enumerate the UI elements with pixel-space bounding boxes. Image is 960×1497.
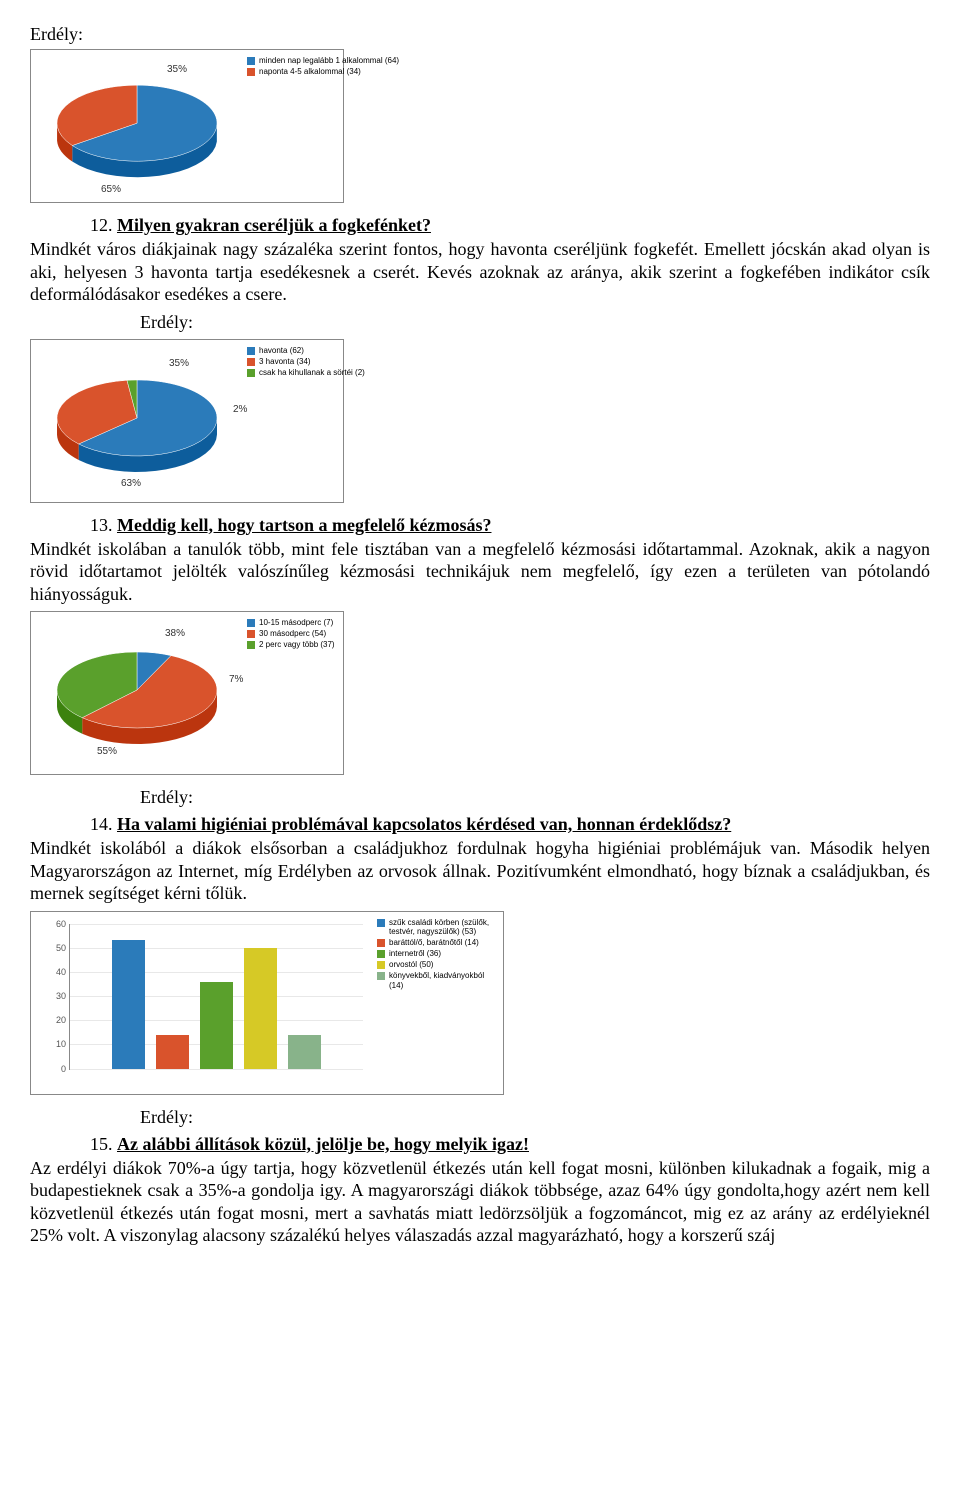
pie-chart-1: 35% 65% (37, 56, 237, 196)
bar (244, 948, 276, 1069)
bar-plot-area: 0102030405060 (69, 924, 363, 1070)
legend-label: könyvekből, kiadványokból (14) (389, 971, 497, 989)
legend-swatch (377, 950, 385, 958)
legend-label: csak ha kihullanak a sörtéi (2) (259, 368, 365, 377)
legend-item: internetről (36) (377, 949, 497, 958)
pie-chart-3: 38%7%55% (37, 618, 237, 768)
legend-item: 30 másodperc (54) (247, 629, 335, 638)
legend-swatch (247, 358, 255, 366)
legend-3: 10-15 másodperc (7) 30 másodperc (54) 2 pe… (247, 618, 335, 652)
legend-swatch (377, 939, 385, 947)
legend-swatch (247, 619, 255, 627)
bar (200, 982, 232, 1069)
chart-q14: 0 10 20 30 40 50 60 szűk családi körben (szülő… (30, 911, 504, 1095)
y-tick-label: 10 (56, 1039, 70, 1049)
legend-swatch (377, 919, 385, 927)
q12-para: Mindkét város diákjainak nagy százaléka … (30, 238, 930, 306)
y-tick-label: 50 (56, 943, 70, 953)
region-label-top: Erdély: (30, 24, 930, 45)
legend-item: szűk családi körben (szülők, testvér, na… (377, 918, 497, 936)
region-label-12: Erdély: (140, 312, 930, 333)
legend-label: szűk családi körben (szülők, testvér, na… (389, 918, 497, 936)
legend-label: havonta (62) (259, 346, 304, 355)
legend-swatch (247, 347, 255, 355)
pie-pct-label: 63% (121, 478, 141, 489)
legend-label: 2 perc vagy több (37) (259, 640, 335, 649)
pie-pct-label: 65% (101, 184, 121, 195)
legend-label: internetről (36) (389, 949, 441, 958)
q14-para: Mindkét iskolából a diákok elsősorban a … (30, 837, 930, 905)
legend-1: minden nap legalább 1 alkalommal (64) nap… (247, 56, 399, 78)
grid-line (70, 924, 363, 925)
legend-label: 3 havonta (34) (259, 357, 311, 366)
bar-chart: 0 10 20 30 40 50 60 (37, 918, 367, 1088)
legend-label: baráttól/ő, barátnőtől (14) (389, 938, 479, 947)
chart-q12: 35%65% minden nap legalább 1 alkalommal … (30, 49, 344, 203)
legend-swatch (247, 369, 255, 377)
legend-2: havonta (62) 3 havonta (34) csak ha kihull… (247, 346, 365, 380)
q14-num: 14. (90, 814, 117, 834)
legend-4: szűk családi körben (szülők, testvér, na… (377, 918, 497, 992)
region-label-13: Erdély: (140, 787, 930, 808)
y-tick-label: 0 (61, 1064, 70, 1074)
legend-label: minden nap legalább 1 alkalommal (64) (259, 56, 399, 65)
legend-item: 2 perc vagy több (37) (247, 640, 335, 649)
q13-title: Meddig kell, hogy tartson a megfelelő ké… (117, 515, 491, 535)
legend-swatch (377, 961, 385, 969)
legend-item: orvostól (50) (377, 960, 497, 969)
legend-item: minden nap legalább 1 alkalommal (64) (247, 56, 399, 65)
q15-para: Az erdélyi diákok 70%-a úgy tartja, hogy… (30, 1157, 930, 1247)
legend-item: 10-15 másodperc (7) (247, 618, 335, 627)
pie-pct-label: 55% (97, 746, 117, 757)
legend-label: orvostól (50) (389, 960, 433, 969)
q12-title: Milyen gyakran cseréljük a fogkefénket? (117, 215, 431, 235)
legend-swatch (247, 641, 255, 649)
legend-item: havonta (62) (247, 346, 365, 355)
chart-erdely-q12: 35%2%63% havonta (62)3 havonta (34)csak … (30, 339, 344, 503)
pie-chart-2: 35%2%63% (37, 346, 237, 496)
legend-item: könyvekből, kiadványokból (14) (377, 971, 497, 989)
q13-para: Mindkét iskolában a tanulók több, mint f… (30, 538, 930, 606)
legend-swatch (247, 630, 255, 638)
legend-item: csak ha kihullanak a sörtéi (2) (247, 368, 365, 377)
legend-label: 30 másodperc (54) (259, 629, 326, 638)
pie-pct-label: 38% (165, 628, 185, 639)
pie-pct-label: 35% (167, 64, 187, 75)
q12-num: 12. (90, 215, 117, 235)
pie-pct-label: 35% (169, 358, 189, 369)
q14-heading: 14. Ha valami higiéniai problémával kapc… (30, 814, 930, 835)
pie-pct-label: 2% (233, 404, 247, 415)
legend-swatch (247, 57, 255, 65)
grid-line (70, 1069, 363, 1070)
legend-swatch (377, 972, 385, 980)
q13-heading: 13. Meddig kell, hogy tartson a megfelel… (30, 515, 930, 536)
y-tick-label: 20 (56, 1015, 70, 1025)
q14-title: Ha valami higiéniai problémával kapcsola… (117, 814, 731, 834)
y-tick-label: 60 (56, 919, 70, 929)
legend-item: 3 havonta (34) (247, 357, 365, 366)
y-tick-label: 40 (56, 967, 70, 977)
q15-title: Az alábbi állítások közül, jelölje be, h… (117, 1134, 529, 1154)
q12-heading: 12. Milyen gyakran cseréljük a fogkefénk… (30, 215, 930, 236)
region-label-14: Erdély: (140, 1107, 930, 1128)
legend-swatch (247, 68, 255, 76)
chart-q13: 38%7%55% 10-15 másodperc (7)30 másodperc… (30, 611, 344, 775)
bar (112, 940, 144, 1068)
q15-num: 15. (90, 1134, 117, 1154)
pie-pct-label: 7% (229, 674, 243, 685)
legend-item: naponta 4-5 alkalommal (34) (247, 67, 399, 76)
bar (288, 1035, 320, 1069)
q13-num: 13. (90, 515, 117, 535)
bar (156, 1035, 188, 1069)
y-tick-label: 30 (56, 991, 70, 1001)
q15-heading: 15. Az alábbi állítások közül, jelölje b… (30, 1134, 930, 1155)
legend-item: baráttól/ő, barátnőtől (14) (377, 938, 497, 947)
legend-label: naponta 4-5 alkalommal (34) (259, 67, 361, 76)
legend-label: 10-15 másodperc (7) (259, 618, 333, 627)
